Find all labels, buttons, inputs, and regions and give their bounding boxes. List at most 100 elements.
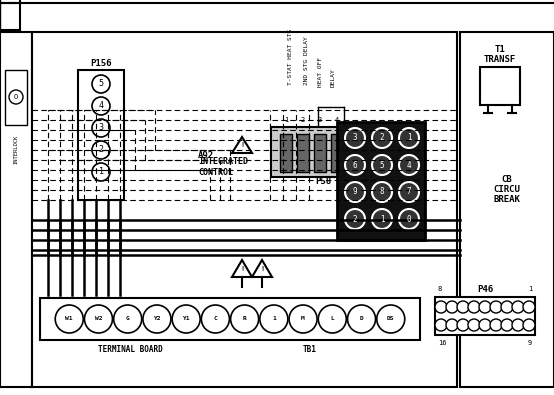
Circle shape xyxy=(260,305,288,333)
Circle shape xyxy=(114,305,142,333)
Bar xyxy=(271,127,343,177)
Text: 6: 6 xyxy=(353,160,357,169)
Bar xyxy=(435,297,535,335)
Circle shape xyxy=(84,305,112,333)
Bar xyxy=(460,32,554,387)
Text: 2ND STG DELAY: 2ND STG DELAY xyxy=(304,36,309,85)
Circle shape xyxy=(345,128,365,148)
Circle shape xyxy=(479,301,491,313)
Circle shape xyxy=(399,155,419,175)
Text: 2: 2 xyxy=(99,145,104,154)
Circle shape xyxy=(457,301,469,313)
Text: 3: 3 xyxy=(318,117,322,123)
Circle shape xyxy=(435,301,447,313)
Circle shape xyxy=(143,305,171,333)
Text: DELAY: DELAY xyxy=(331,68,336,87)
Bar xyxy=(40,298,420,340)
Circle shape xyxy=(92,75,110,93)
Circle shape xyxy=(92,119,110,137)
Circle shape xyxy=(289,305,317,333)
Circle shape xyxy=(501,301,513,313)
Circle shape xyxy=(347,305,376,333)
Circle shape xyxy=(523,301,535,313)
Circle shape xyxy=(399,182,419,202)
Bar xyxy=(314,134,326,172)
Circle shape xyxy=(468,301,480,313)
Circle shape xyxy=(55,305,83,333)
Text: D: D xyxy=(360,316,363,322)
Text: 5: 5 xyxy=(379,160,384,169)
Text: 2: 2 xyxy=(379,134,384,143)
Circle shape xyxy=(92,97,110,115)
Circle shape xyxy=(372,182,392,202)
Circle shape xyxy=(490,301,502,313)
Text: A92: A92 xyxy=(198,150,214,160)
Text: 1: 1 xyxy=(284,117,288,123)
Circle shape xyxy=(446,301,458,313)
Text: CIRCU: CIRCU xyxy=(494,186,520,194)
Text: G: G xyxy=(126,316,130,322)
Text: 2: 2 xyxy=(353,214,357,224)
Text: P58: P58 xyxy=(315,177,331,186)
Text: TB1: TB1 xyxy=(303,346,317,354)
Text: !: ! xyxy=(260,266,264,272)
Text: BREAK: BREAK xyxy=(494,196,520,205)
Circle shape xyxy=(501,319,513,331)
Circle shape xyxy=(512,319,524,331)
Bar xyxy=(480,67,520,105)
Circle shape xyxy=(435,319,447,331)
Text: 5: 5 xyxy=(99,79,104,88)
Circle shape xyxy=(9,90,23,104)
Circle shape xyxy=(523,319,535,331)
Text: W1: W1 xyxy=(65,316,73,322)
Text: T1: T1 xyxy=(495,45,505,55)
Bar xyxy=(0,32,32,387)
Text: 1: 1 xyxy=(379,214,384,224)
Text: 1: 1 xyxy=(99,167,104,177)
Circle shape xyxy=(92,163,110,181)
Text: 8: 8 xyxy=(438,286,442,292)
Bar xyxy=(297,134,309,172)
Circle shape xyxy=(372,128,392,148)
Circle shape xyxy=(345,155,365,175)
Text: 9: 9 xyxy=(353,188,357,196)
Text: T-STAT HEAT STG: T-STAT HEAT STG xyxy=(288,29,293,85)
Circle shape xyxy=(172,305,200,333)
Text: 4: 4 xyxy=(335,117,339,123)
Circle shape xyxy=(490,319,502,331)
Text: TERMINAL BOARD: TERMINAL BOARD xyxy=(98,346,162,354)
Text: P46: P46 xyxy=(477,284,493,293)
Circle shape xyxy=(345,209,365,229)
Text: !: ! xyxy=(240,142,244,148)
Text: Y1: Y1 xyxy=(182,316,190,322)
Text: 1: 1 xyxy=(528,286,532,292)
Circle shape xyxy=(372,209,392,229)
Circle shape xyxy=(230,305,259,333)
Text: R: R xyxy=(243,316,247,322)
Text: W2: W2 xyxy=(95,316,102,322)
Circle shape xyxy=(372,155,392,175)
Circle shape xyxy=(468,319,480,331)
Text: TRANSF: TRANSF xyxy=(484,55,516,64)
Bar xyxy=(32,32,457,387)
Text: M: M xyxy=(301,316,305,322)
Text: INTEGRATED
CONTROL: INTEGRATED CONTROL xyxy=(198,157,248,177)
Bar xyxy=(331,134,343,172)
Circle shape xyxy=(377,305,405,333)
Circle shape xyxy=(479,319,491,331)
Circle shape xyxy=(399,209,419,229)
Text: L: L xyxy=(330,316,334,322)
Circle shape xyxy=(345,182,365,202)
Bar xyxy=(5,70,27,125)
Text: CB: CB xyxy=(501,175,512,184)
Text: 4: 4 xyxy=(407,160,411,169)
Circle shape xyxy=(512,301,524,313)
Circle shape xyxy=(202,305,229,333)
Text: C: C xyxy=(213,316,217,322)
Text: 1: 1 xyxy=(407,134,411,143)
Text: 9: 9 xyxy=(528,340,532,346)
Text: O: O xyxy=(14,94,18,100)
Text: 16: 16 xyxy=(438,340,447,346)
Circle shape xyxy=(446,319,458,331)
Bar xyxy=(337,122,425,240)
